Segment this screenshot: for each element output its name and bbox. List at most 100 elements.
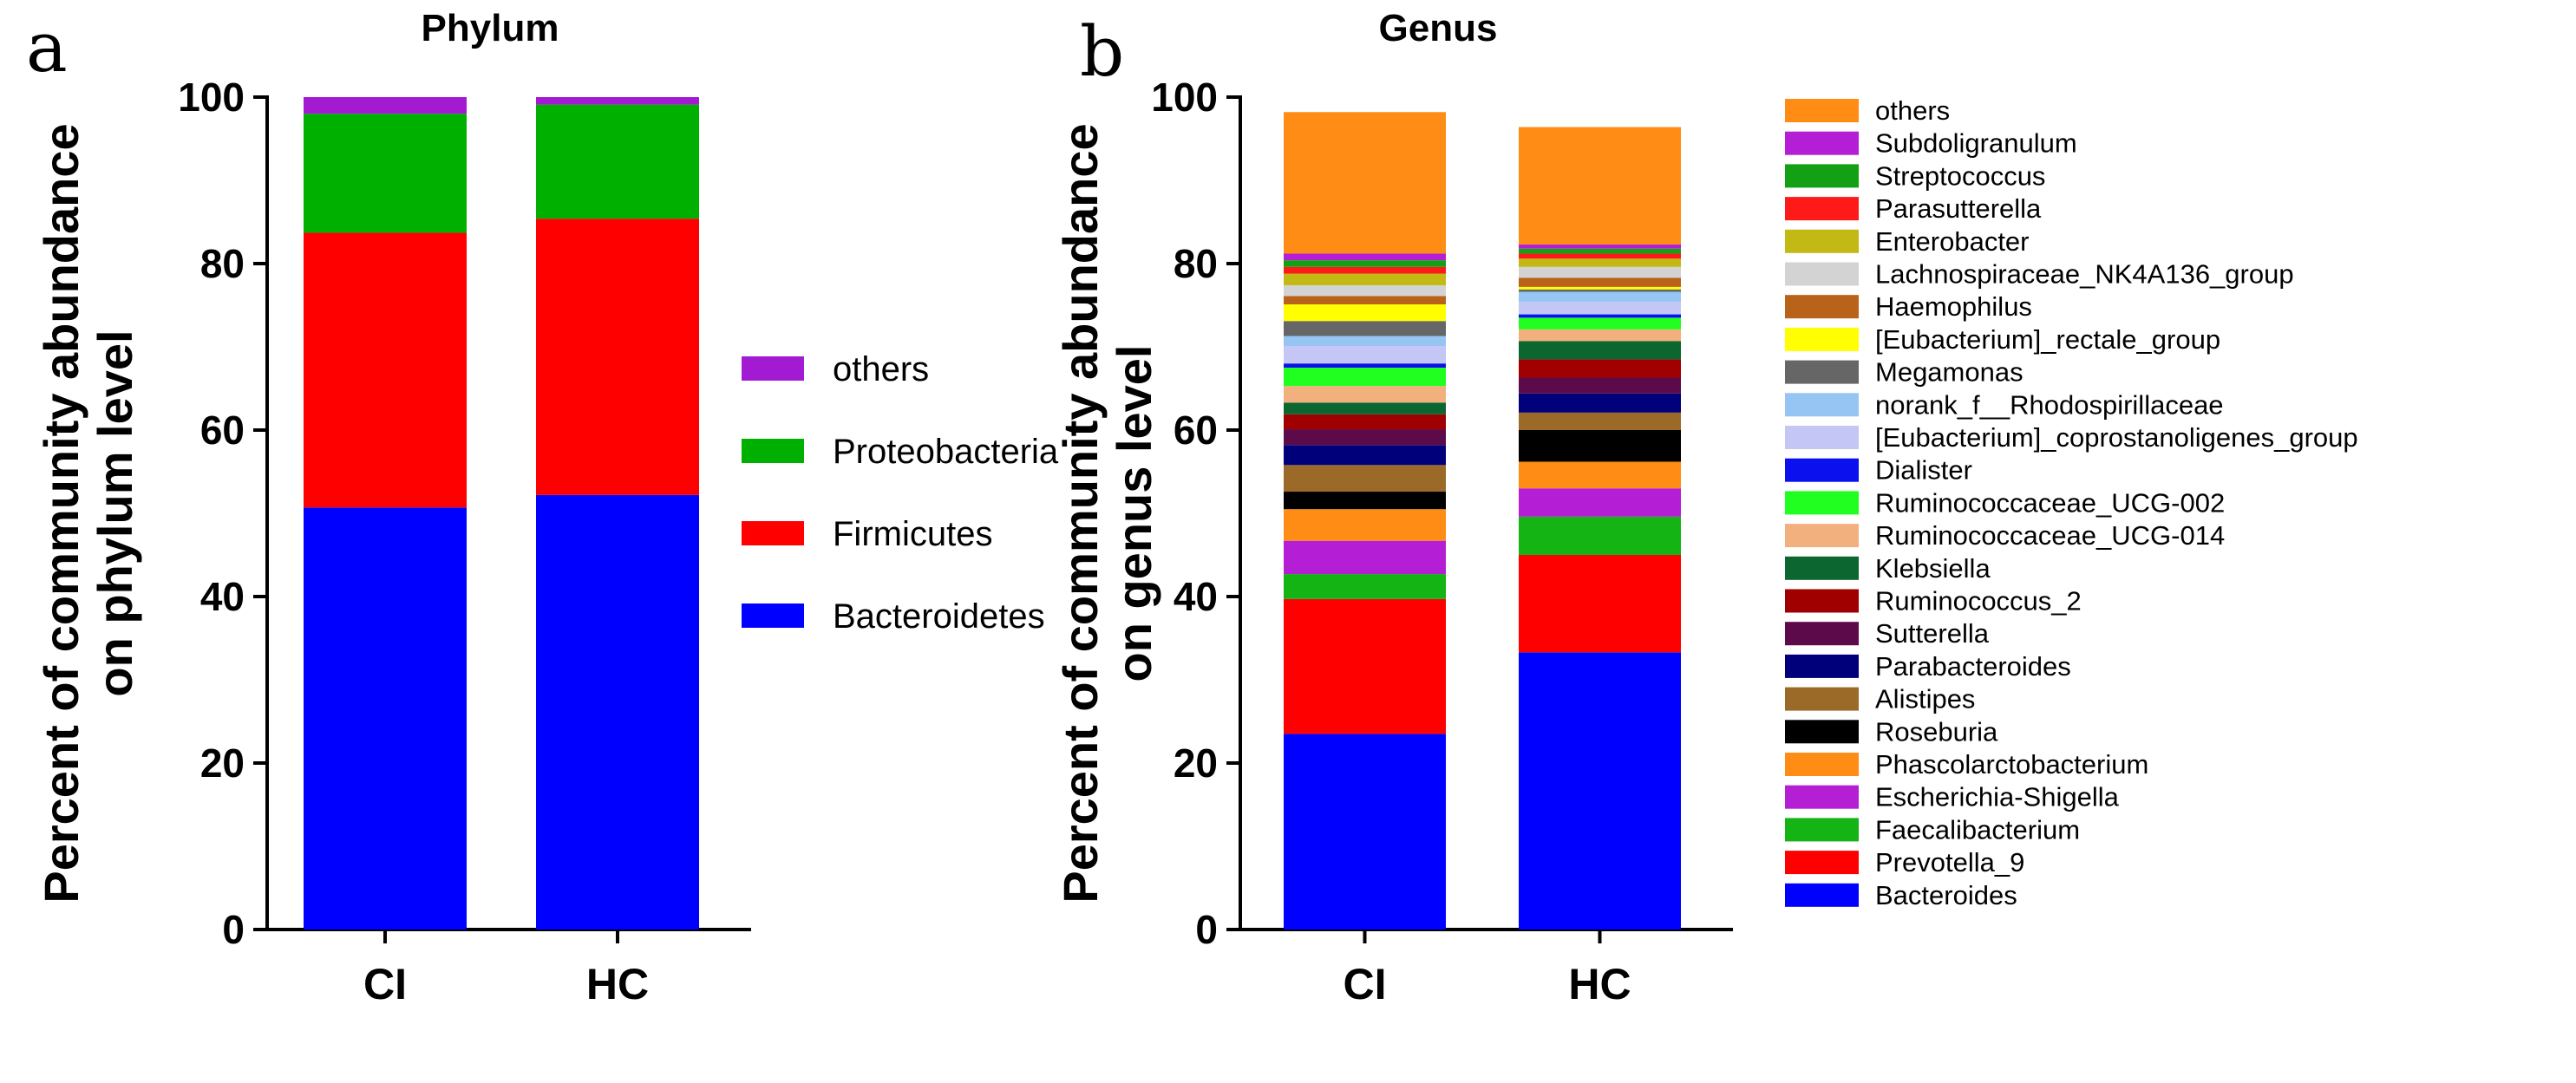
y-tick-label-a: 0 — [222, 907, 245, 952]
legend-swatch-b-Streptococcus — [1785, 164, 1859, 188]
legend-swatch-b-others — [1785, 99, 1859, 122]
y-tick-label-a: 40 — [200, 574, 245, 619]
legend-label-b-Streptococcus: Streptococcus — [1875, 160, 2045, 191]
bar-segment-a-HC-Proteobacteria — [536, 104, 699, 219]
bar-segment-b-HC-Faecalibacterium — [1519, 516, 1681, 555]
legend-swatch-b-Roseburia — [1785, 720, 1859, 744]
category-label-b: CI — [1344, 960, 1387, 1008]
y-tick-label-a: 80 — [200, 241, 245, 286]
bar-segment-b-CI-Ruminococcaceae_UCG-014 — [1284, 386, 1446, 403]
bar-segment-b-HC-Ruminococcus_2 — [1519, 359, 1681, 378]
legend-swatch-a-Firmicutes — [742, 521, 804, 545]
y-axis-label-a: Percent of community abundanceon phylum … — [34, 123, 142, 903]
bar-segment-b-CI-[Eubacterium]_rectale_group — [1284, 304, 1446, 322]
bar-segment-b-CI-Haemophilus — [1284, 296, 1446, 305]
bar-segment-b-CI-Subdoligranulum — [1284, 253, 1446, 261]
bar-segment-b-HC-Subdoligranulum — [1519, 244, 1681, 249]
legend-swatch-b-Ruminococcaceae_UCG-002 — [1785, 491, 1859, 515]
bar-segment-b-CI-Bacteroides — [1284, 734, 1446, 930]
bar-segment-b-CI-Ruminococcus_2 — [1284, 414, 1446, 430]
legend-label-b-Ruminococcaceae_UCG-002: Ruminococcaceae_UCG-002 — [1875, 487, 2225, 518]
legend-label-b-Alistipes: Alistipes — [1875, 684, 1975, 714]
legend-swatch-b-Lachnospiraceae_NK4A136_group — [1785, 262, 1859, 286]
bar-segment-b-HC-Enterobacter — [1519, 258, 1681, 267]
bar-segment-b-CI-Alistipes — [1284, 465, 1446, 493]
bar-segment-b-CI-Streptococcus — [1284, 260, 1446, 267]
bar-segment-b-HC-Haemophilus — [1519, 277, 1681, 287]
bar-segment-b-CI-Dialister — [1284, 363, 1446, 368]
bar-segment-b-CI-Parasutterella — [1284, 266, 1446, 274]
bar-segment-b-CI-norank_f__Rhodospirillaceae — [1284, 336, 1446, 347]
bar-segment-b-HC-Escherichia-Shigella — [1519, 488, 1681, 517]
bar-segment-b-HC-Parasutterella — [1519, 253, 1681, 259]
legend-swatch-b-Phascolarctobacterium — [1785, 753, 1859, 776]
bar-segment-b-HC-Megamonas — [1519, 289, 1681, 292]
bar-segment-b-HC-Ruminococcaceae_UCG-002 — [1519, 317, 1681, 329]
y-tick-label-b: 40 — [1174, 574, 1218, 619]
legend-label-b-Dialister: Dialister — [1875, 455, 1972, 486]
bar-segment-b-HC-Streptococcus — [1519, 248, 1681, 254]
legend-swatch-a-Bacteroidetes — [742, 603, 804, 628]
legend-label-a-Proteobacteria: Proteobacteria — [833, 433, 1059, 471]
legend-label-b-Ruminococcus_2: Ruminococcus_2 — [1875, 586, 2082, 617]
y-tick-label-b: 20 — [1174, 740, 1218, 786]
legend-swatch-b-[Eubacterium]_rectale_group — [1785, 327, 1859, 351]
legend-label-a-Bacteroidetes: Bacteroidetes — [833, 597, 1045, 636]
bar-segment-b-CI-Lachnospiraceae_NK4A136_group — [1284, 284, 1446, 297]
chart-title-b: Genus — [1379, 7, 1498, 49]
legend-swatch-b-Enterobacter — [1785, 229, 1859, 253]
legend-label-b-norank_f__Rhodospirillaceae: norank_f__Rhodospirillaceae — [1875, 389, 2224, 420]
legend-label-b-others: others — [1875, 95, 1950, 126]
legend-swatch-b-[Eubacterium]_coprostanoligenes_group — [1785, 426, 1859, 449]
panel-letter-a: a — [26, 7, 68, 88]
legend-swatch-b-Bacteroides — [1785, 883, 1859, 907]
legend-label-b-Faecalibacterium: Faecalibacterium — [1875, 814, 2080, 845]
bar-segment-b-CI-Ruminococcaceae_UCG-002 — [1284, 368, 1446, 387]
bar-segment-b-HC-[Eubacterium]_rectale_group — [1519, 286, 1681, 290]
y-axis-label-b: Percent of community abundanceon genus l… — [1053, 123, 1161, 903]
legend-swatch-b-norank_f__Rhodospirillaceae — [1785, 393, 1859, 417]
bar-segment-b-HC-Phascolarctobacterium — [1519, 461, 1681, 489]
bar-segment-b-HC-Roseburia — [1519, 430, 1681, 462]
bar-segment-b-HC-Lachnospiraceae_NK4A136_group — [1519, 266, 1681, 278]
legend-label-b-Enterobacter: Enterobacter — [1875, 226, 2030, 257]
legend-label-b-Haemophilus: Haemophilus — [1875, 291, 2032, 322]
legend-swatch-b-Subdoligranulum — [1785, 131, 1859, 155]
legend-label-b-Klebsiella: Klebsiella — [1875, 553, 1991, 584]
category-label-a: HC — [586, 960, 649, 1008]
bar-segment-b-HC-norank_f__Rhodospirillaceae — [1519, 291, 1681, 303]
bar-segment-b-CI-Sutterella — [1284, 429, 1446, 446]
legend-swatch-b-Dialister — [1785, 458, 1859, 482]
bar-segment-b-HC-Parabacteroides — [1519, 393, 1681, 413]
bar-segment-b-CI-Megamonas — [1284, 321, 1446, 336]
legend-label-b-Prevotella_9: Prevotella_9 — [1875, 847, 2024, 877]
bar-segment-a-HC-Firmicutes — [536, 219, 699, 495]
legend-label-a-Firmicutes: Firmicutes — [833, 515, 992, 553]
legend-label-b-Ruminococcaceae_UCG-014: Ruminococcaceae_UCG-014 — [1875, 520, 2225, 551]
y-tick-label-a: 60 — [200, 408, 245, 453]
legend-swatch-b-Prevotella_9 — [1785, 851, 1859, 875]
legend-label-b-Subdoligranulum: Subdoligranulum — [1875, 128, 2077, 159]
legend-swatch-a-Proteobacteria — [742, 439, 804, 463]
bar-segment-b-CI-Escherichia-Shigella — [1284, 540, 1446, 575]
legend-label-b-[Eubacterium]_rectale_group: [Eubacterium]_rectale_group — [1875, 324, 2220, 355]
legend-swatch-b-Escherichia-Shigella — [1785, 785, 1859, 809]
legend-label-b-[Eubacterium]_coprostanoligenes_group: [Eubacterium]_coprostanoligenes_group — [1875, 422, 2358, 453]
bar-segment-a-HC-Bacteroidetes — [536, 494, 699, 930]
bar-segment-a-HC-others — [536, 97, 699, 105]
y-tick-label-b: 80 — [1174, 241, 1218, 286]
y-tick-label-b: 60 — [1174, 408, 1218, 453]
legend-label-b-Bacteroides: Bacteroides — [1875, 880, 2017, 910]
legend-swatch-b-Alistipes — [1785, 687, 1859, 711]
bar-segment-b-CI-Roseburia — [1284, 492, 1446, 510]
bar-segment-b-CI-Faecalibacterium — [1284, 574, 1446, 599]
bar-segment-b-CI-others — [1284, 112, 1446, 254]
legend-swatch-b-Parabacteroides — [1785, 654, 1859, 678]
category-label-a: CI — [363, 960, 407, 1008]
legend-label-b-Phascolarctobacterium: Phascolarctobacterium — [1875, 749, 2148, 780]
legend-swatch-b-Parasutterella — [1785, 197, 1859, 221]
bar-segment-a-CI-others — [304, 97, 467, 114]
bar-segment-b-CI-Parabacteroides — [1284, 445, 1446, 466]
bar-segment-b-HC-Prevotella_9 — [1519, 555, 1681, 653]
bar-segment-b-HC-others — [1519, 127, 1681, 245]
